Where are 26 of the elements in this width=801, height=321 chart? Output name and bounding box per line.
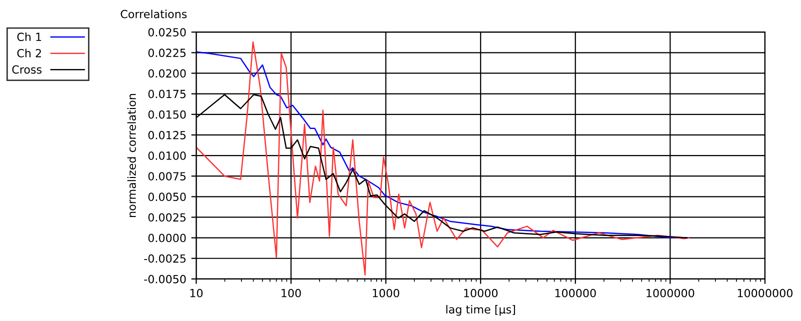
y-tick-label: 0.0200: [148, 69, 186, 78]
x-tick-label: 1000: [372, 288, 400, 298]
y-tick-label: 0.0250: [148, 28, 186, 36]
y-tick-label: 0.0075: [148, 172, 186, 180]
y-tick-label: 0.0225: [148, 48, 186, 58]
y-tick-label: 0.0100: [148, 152, 186, 160]
legend-label: Cross: [12, 65, 42, 74]
y-tick-label: 0.0000: [148, 234, 186, 242]
y-tick-label: -0.0050: [144, 274, 186, 284]
x-tick-label: 100000: [555, 288, 596, 298]
y-axis-title: normalized correlation: [127, 94, 136, 217]
y-tick-label: 0.0175: [148, 90, 186, 98]
x-tick-label: 100: [282, 288, 301, 298]
y-tick-label: 0.0025: [148, 213, 186, 222]
chart-title: Correlations: [120, 10, 187, 18]
y-tick-label: -0.0025: [144, 254, 186, 263]
x-axis-title: lag time [µs]: [446, 304, 515, 316]
x-tick-label: 10000000: [738, 288, 792, 298]
x-tick-label: 10000: [464, 288, 498, 298]
x-tick-label: 10: [190, 288, 203, 298]
legend-label: Ch 2: [17, 48, 41, 58]
y-tick-label: 0.0050: [148, 192, 186, 202]
legend-label: Ch 1: [17, 32, 42, 42]
y-tick-label: 0.0125: [148, 130, 186, 140]
x-tick-label: 1000000: [646, 288, 694, 298]
y-tick-label: 0.0150: [148, 110, 186, 119]
